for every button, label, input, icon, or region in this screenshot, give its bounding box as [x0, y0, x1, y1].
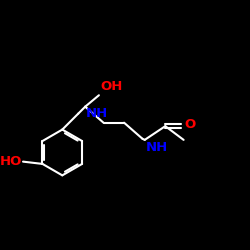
Text: NH: NH: [86, 107, 108, 120]
Text: O: O: [185, 118, 196, 132]
Text: OH: OH: [100, 80, 122, 93]
Text: HO: HO: [0, 155, 22, 168]
Text: NH: NH: [146, 141, 168, 154]
